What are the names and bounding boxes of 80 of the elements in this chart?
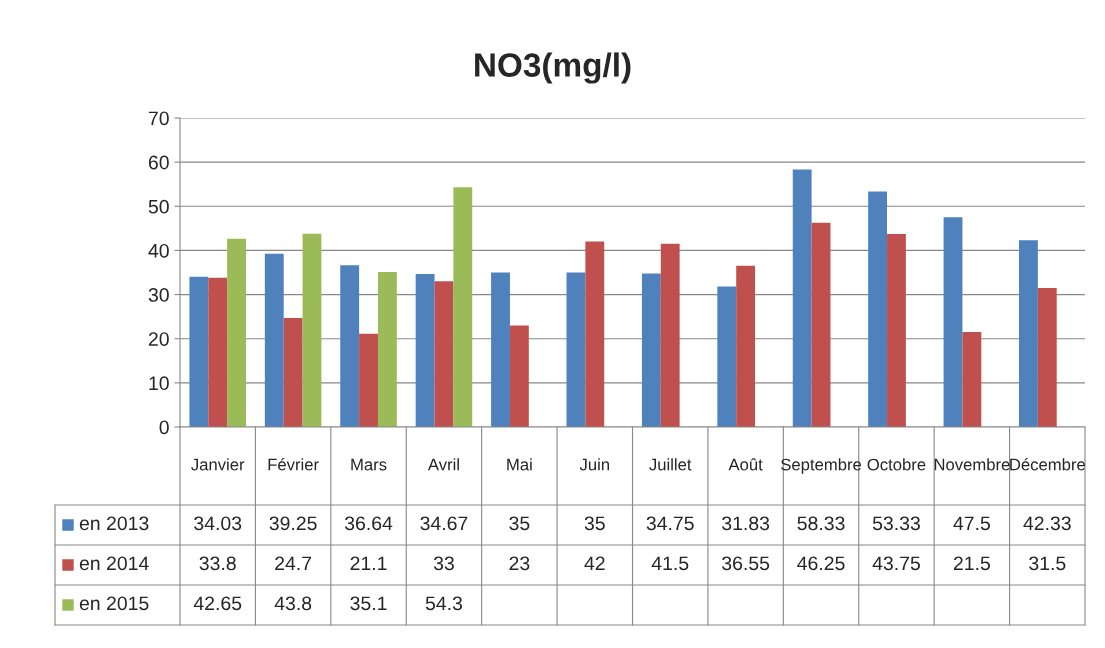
x-tick-label: Février <box>268 458 319 471</box>
x-tick-label: Juillet <box>649 458 692 471</box>
data-label: 35 <box>509 516 530 531</box>
bar <box>585 241 605 427</box>
data-label: 34.75 <box>646 516 694 531</box>
data-label: 36.64 <box>344 516 393 531</box>
data-label: 21.1 <box>350 556 387 571</box>
data-label: 42.33 <box>1023 516 1071 531</box>
y-tick-label: 20 <box>148 332 169 346</box>
data-label: 23 <box>509 556 530 571</box>
data-label: 46.25 <box>797 556 845 571</box>
bar <box>264 253 284 427</box>
x-tick-label: Juin <box>579 458 609 471</box>
data-label: 35.1 <box>350 596 387 611</box>
x-tick-label: Décembre <box>1010 458 1085 471</box>
bar <box>359 333 378 427</box>
bar <box>509 325 529 427</box>
data-label: 54.3 <box>425 596 463 611</box>
bar <box>340 265 360 427</box>
data-label: 34.67 <box>420 516 468 531</box>
x-tick-label: Septembre <box>781 458 862 474</box>
bar <box>641 273 661 427</box>
x-tick-label: Octobre <box>867 458 926 471</box>
data-label: 47.5 <box>953 516 990 531</box>
data-label: 34.03 <box>194 516 242 531</box>
bar <box>208 277 228 427</box>
bar <box>566 272 586 427</box>
data-label: 31.83 <box>722 516 770 531</box>
data-label: 39.25 <box>269 516 317 531</box>
data-label: 21.5 <box>953 556 990 571</box>
data-label: 42.65 <box>193 596 242 611</box>
data-label: 36.55 <box>722 556 770 571</box>
bar <box>943 217 963 427</box>
legend-label: en 2013 <box>79 516 149 531</box>
x-tick-label: Janvier <box>191 458 245 471</box>
x-tick-label: Mars <box>351 458 387 471</box>
bar <box>717 286 737 427</box>
bar <box>1019 240 1038 427</box>
y-tick-label: 70 <box>148 111 169 126</box>
bar <box>811 222 831 427</box>
data-label: 31.5 <box>1029 556 1066 571</box>
y-tick-label: 10 <box>149 376 169 391</box>
data-label: 58.33 <box>797 516 845 531</box>
bar <box>491 272 510 427</box>
y-tick-label: 60 <box>148 155 169 170</box>
y-tick-label: 0 <box>159 420 169 435</box>
data-label: 43.8 <box>274 596 312 611</box>
chart-title: NO3(mg/l) <box>475 52 631 84</box>
data-label: 53.33 <box>872 516 920 531</box>
bar <box>887 233 906 427</box>
bar <box>302 233 322 427</box>
bar <box>736 265 756 427</box>
x-tick-label: Août <box>728 458 763 471</box>
data-label: 41.5 <box>651 556 689 571</box>
bar <box>868 191 888 427</box>
legend-label: en 2014 <box>79 556 149 571</box>
data-label: 24.7 <box>275 556 312 571</box>
y-tick-label: 50 <box>148 199 169 214</box>
bar <box>415 273 435 427</box>
data-label: 33 <box>433 556 454 571</box>
bar <box>792 169 812 427</box>
bar <box>283 317 303 427</box>
bar <box>189 276 209 427</box>
bar <box>962 332 982 427</box>
x-tick-label: Mai <box>507 458 532 471</box>
y-tick-label: 40 <box>148 243 169 258</box>
bar <box>1037 287 1057 427</box>
data-label: 42 <box>584 556 605 571</box>
bar <box>227 238 246 427</box>
x-tick-label: Novembre <box>934 458 1010 471</box>
legend-label: en 2015 <box>79 596 149 611</box>
bar <box>660 243 680 427</box>
bar <box>453 187 473 427</box>
data-label: 35 <box>584 516 605 531</box>
bar <box>377 272 397 427</box>
y-tick-label: 30 <box>148 288 169 302</box>
x-tick-label: Avril <box>427 458 459 471</box>
data-label: 43.75 <box>872 556 920 571</box>
data-label: 33.8 <box>199 556 236 571</box>
bar <box>434 281 454 427</box>
